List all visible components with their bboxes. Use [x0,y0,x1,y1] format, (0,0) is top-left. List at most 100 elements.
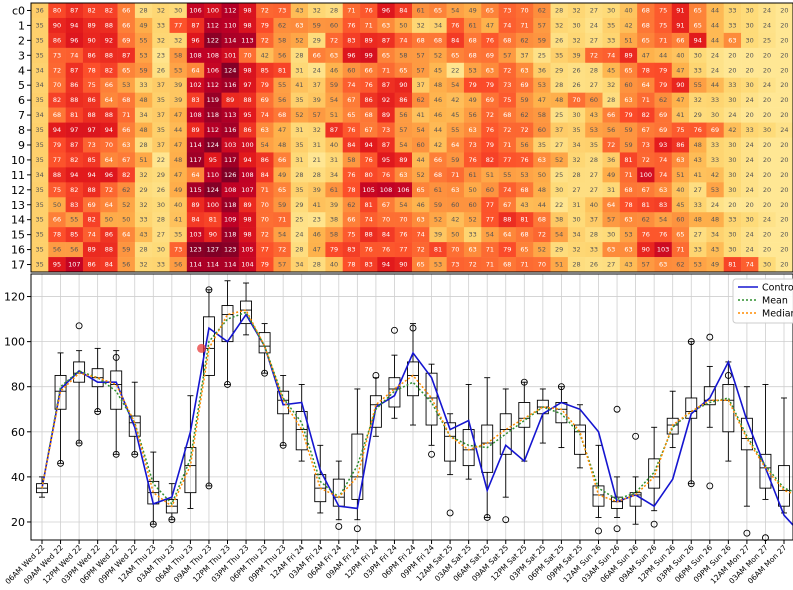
heatmap-cell [741,107,759,123]
heatmap-cell-label: 47 [486,21,494,29]
heatmap-cell-label: 67 [122,156,130,164]
heatmap-cell [498,77,517,93]
heatmap-cell-label: 20 [780,96,788,104]
heatmap-cell [619,242,638,258]
heatmap-cell-label: 44 [174,126,182,134]
heatmap-cell [48,242,66,258]
heatmap-cell [446,92,465,108]
heatmap-cell-label: 43 [139,231,147,239]
heatmap-cell-label: 94 [694,36,702,44]
heatmap-cell [654,182,673,198]
boxplot-outlier [335,523,343,530]
heatmap-cell [689,227,707,243]
heatmap-cell [204,197,222,213]
heatmap-cell [342,242,361,258]
heatmap-cell-label: 29 [157,171,165,179]
heatmap-cell [671,62,690,79]
heatmap-cell [619,47,638,64]
heatmap-cell-label: 64 [607,201,615,209]
heatmap-cell [619,152,638,168]
heatmap-cell [360,167,378,183]
heatmap-cell [325,77,344,93]
heatmap-cell-label: 86 [399,96,407,104]
heatmap-cell [585,62,603,79]
heatmap-cell [741,17,759,34]
heatmap-cell [498,122,517,138]
heatmap-cell-label: 76 [642,231,650,239]
heatmap-cell [533,17,551,34]
heatmap-cell [134,62,153,79]
heatmap-cell-label: 66 [122,21,130,29]
heatmap-cell-label: 113 [241,36,253,44]
heatmap-cell [394,62,413,79]
heatmap-cell-label: 56 [520,141,528,149]
heatmap-cell [619,62,638,79]
heatmap-cell [31,227,49,243]
boxplot-box [592,485,605,507]
heatmap-cell-label: 65 [417,186,425,194]
heatmap-cell-label: 65 [122,66,130,74]
heatmap-cell [290,3,309,19]
heatmap-cell-label: 71 [624,171,632,179]
heatmap-cell-label: 24 [763,216,771,224]
heatmap-cell [169,137,188,153]
heatmap-cell [463,167,482,183]
heatmap-cell [429,182,447,198]
heatmap-cell [602,3,621,19]
heatmap-cell [152,77,170,93]
heatmap-cell-label: 32 [572,36,580,44]
heatmap-cell-label: 71 [520,21,528,29]
heatmap-cell [567,242,586,258]
heatmap-cell [498,32,517,49]
heatmap-cell-label: 123 [224,246,236,254]
boxplot-outlier [131,450,139,458]
heatmap-cell-label: 30 [157,201,165,209]
heatmap-cell-label: 89 [191,126,199,134]
heatmap-cell-label: 47 [538,96,546,104]
heatmap-cell-label: 33 [157,261,165,269]
heatmap-cell [706,47,725,64]
heatmap-cell [619,197,638,213]
heatmap-cell-label: 91 [676,21,684,29]
heatmap-cell [446,77,465,93]
heatmap-cell-label: 110 [207,171,219,179]
heatmap-row-label: 8 [18,124,25,137]
heatmap-cell-label: 63 [607,246,615,254]
heatmap-cell [204,167,222,183]
heatmap-cell [377,77,395,93]
heatmap-cell-label: 70 [53,81,61,89]
heatmap-cell-label: 107 [241,186,253,194]
heatmap-cell [602,122,621,138]
heatmap-cell [308,137,326,153]
heatmap-row-label: 11 [11,169,25,182]
heatmap-cell [238,3,257,19]
boxplot [128,381,141,458]
heatmap-cell-label: 59 [313,21,321,29]
heatmap-cell-label: 27 [590,36,598,44]
heatmap-cell-label: 70 [105,141,113,149]
heatmap-cell-label: 60 [676,216,684,224]
heatmap-cell [377,197,395,213]
heatmap-cell-label: 53 [434,261,442,269]
heatmap-cell [481,32,499,49]
heatmap-cell [654,17,673,34]
heatmap-cell [758,182,776,198]
boxplot-outlier [428,450,435,458]
heatmap-cell [82,137,101,153]
heatmap-cell [463,122,482,138]
heatmap-cell-label: 42 [624,21,632,29]
heatmap-cell-label: 114 [207,261,219,269]
heatmap-cell-label: 28 [295,246,303,254]
boxplot-box [518,402,531,428]
heatmap-cell-label: 54 [659,216,667,224]
heatmap-cell [671,257,690,273]
heatmap-cell [602,62,621,79]
heatmap-cell [82,152,101,168]
heatmap-cell-label: 46 [417,201,425,209]
heatmap-cell-label: 76 [694,126,702,134]
heatmap-cell [221,3,240,19]
heatmap-cell [429,32,447,49]
heatmap-cell-label: 47 [676,66,684,74]
heatmap-cell [654,257,673,273]
heatmap-cell [412,212,430,228]
